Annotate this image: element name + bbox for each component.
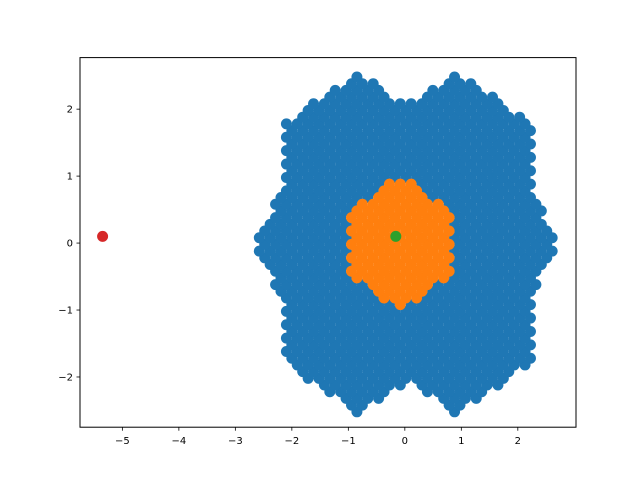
x-tick-label: −1 (341, 436, 356, 447)
y-tick-label: 1 (67, 172, 73, 183)
point-series-1 (367, 78, 379, 90)
point-series-1 (351, 71, 363, 83)
point-series-1 (394, 98, 406, 110)
x-tick-label: 1 (458, 436, 464, 447)
point-series-1 (465, 78, 477, 90)
x-tick-label: −4 (171, 436, 186, 447)
x-tick-label: −3 (228, 436, 243, 447)
points-layer (97, 71, 558, 418)
point-series-2 (405, 178, 417, 190)
x-tick-label: 0 (402, 436, 408, 447)
point-series-1 (329, 84, 341, 96)
point-series-1 (449, 71, 461, 83)
point-series-2 (356, 198, 368, 210)
y-axis-ticks: −2 −1 0 1 2 (58, 105, 80, 383)
y-tick-label: −1 (58, 306, 73, 317)
x-axis-ticks: −5 −4 −3 −2 −1 0 1 2 (115, 427, 521, 447)
x-tick-label: −2 (284, 436, 299, 447)
point-series-1 (308, 98, 320, 110)
point-series-4 (97, 230, 109, 242)
x-tick-label: −5 (115, 436, 130, 447)
point-series-2 (383, 178, 395, 190)
axes-frame (79, 57, 577, 428)
point-series-1 (427, 84, 439, 96)
point-series-1 (280, 118, 292, 130)
point-series-2 (432, 198, 444, 210)
y-tick-label: 2 (67, 105, 73, 116)
point-series-2 (394, 178, 406, 190)
x-tick-label: 2 (515, 436, 521, 447)
y-tick-label: −2 (58, 372, 73, 383)
y-tick-label: 0 (67, 239, 73, 250)
point-series-1 (405, 98, 417, 110)
point-series-1 (487, 91, 499, 103)
point-series-1 (514, 111, 526, 123)
point-series-3 (390, 230, 402, 242)
